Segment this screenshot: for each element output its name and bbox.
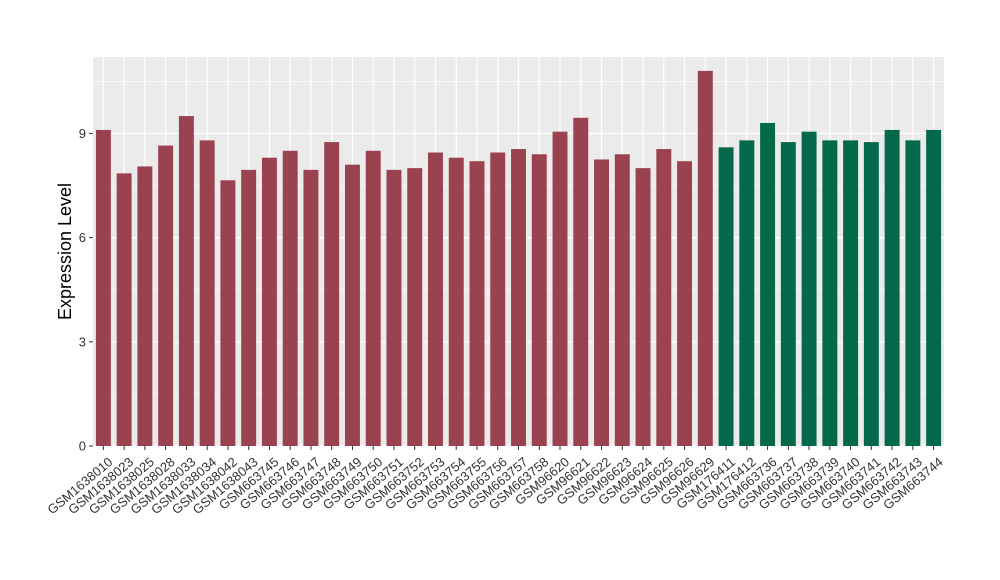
bar-GSM176411	[718, 147, 734, 446]
bar-GSM663751	[386, 169, 402, 447]
bar-GSM96623	[614, 154, 630, 446]
bar-GSM663745	[261, 157, 277, 447]
y-axis-title: Expression Level	[55, 183, 75, 320]
bar-GSM96621	[573, 117, 589, 446]
y-axis: 0 3 6 9	[79, 126, 93, 454]
bar-GSM663742	[884, 129, 900, 446]
bar-GSM1638034	[199, 140, 215, 446]
bar-GSM663743	[905, 140, 921, 446]
bar-GSM663758	[531, 154, 547, 446]
bar-GSM1638043	[241, 169, 257, 447]
bar-GSM663738	[801, 131, 817, 446]
y-tick-label: 9	[79, 126, 86, 141]
bar-GSM1638028	[158, 145, 174, 447]
bar-GSM663753	[428, 152, 443, 446]
bar-GSM663756	[490, 152, 506, 446]
bar-GSM176412	[739, 140, 755, 446]
bars-layer	[95, 70, 942, 447]
bar-GSM663750	[365, 150, 381, 446]
bar-GSM663757	[511, 149, 526, 447]
bar-GSM663747	[303, 169, 319, 447]
bar-GSM663739	[822, 140, 838, 446]
bar-GSM1638010	[95, 129, 111, 446]
bar-GSM663741	[863, 142, 879, 446]
bar-GSM96620	[552, 131, 568, 446]
x-axis: GSM1638010GSM1638023GSM1638025GSM1638028…	[44, 446, 946, 517]
bar-GSM663748	[324, 142, 340, 446]
y-tick-label: 3	[79, 334, 86, 349]
bar-GSM663749	[344, 164, 360, 446]
bar-GSM663755	[469, 161, 485, 447]
bar-GSM663746	[282, 150, 298, 446]
bar-GSM663744	[926, 129, 942, 446]
bar-GSM96624	[635, 168, 651, 446]
bar-GSM1638023	[116, 173, 132, 447]
bar-GSM1638033	[178, 116, 194, 446]
bar-GSM663754	[448, 157, 464, 447]
bar-GSM663736	[760, 122, 776, 446]
bar-GSM1638025	[137, 166, 153, 446]
bar-GSM96626	[677, 161, 693, 447]
bar-GSM663737	[780, 142, 796, 446]
bar-GSM663752	[407, 168, 423, 446]
y-tick-label: 6	[79, 230, 86, 245]
bar-GSM96629	[697, 70, 713, 447]
y-tick-label: 0	[79, 439, 86, 454]
bar-GSM96625	[656, 149, 672, 447]
bar-GSM1638042	[220, 180, 236, 446]
bar-GSM663740	[843, 140, 859, 446]
bar-GSM96622	[594, 159, 609, 446]
